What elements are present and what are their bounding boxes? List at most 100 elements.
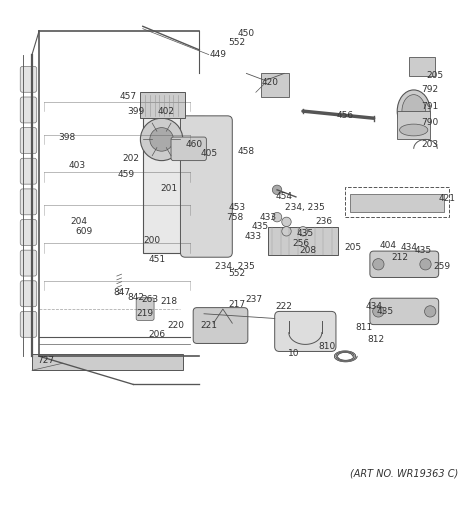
FancyBboxPatch shape xyxy=(20,128,36,154)
Bar xyxy=(143,116,204,253)
Circle shape xyxy=(420,259,431,270)
FancyBboxPatch shape xyxy=(20,66,36,92)
Text: 450: 450 xyxy=(238,29,255,38)
Bar xyxy=(140,92,185,118)
Circle shape xyxy=(298,227,308,236)
Bar xyxy=(397,111,430,139)
Text: 218: 218 xyxy=(160,297,177,307)
Text: 201: 201 xyxy=(160,184,177,193)
Ellipse shape xyxy=(402,94,426,128)
FancyBboxPatch shape xyxy=(20,250,36,276)
Circle shape xyxy=(373,259,384,270)
Text: 204: 204 xyxy=(71,217,88,226)
Text: 205: 205 xyxy=(344,243,361,252)
Ellipse shape xyxy=(400,124,428,136)
Bar xyxy=(32,354,183,370)
Text: 456: 456 xyxy=(337,111,354,120)
Text: 220: 220 xyxy=(167,321,184,330)
Circle shape xyxy=(282,217,291,227)
FancyBboxPatch shape xyxy=(193,308,248,343)
Text: 449: 449 xyxy=(210,50,227,59)
Text: 842: 842 xyxy=(127,293,144,302)
Text: 810: 810 xyxy=(318,342,335,351)
Text: 263: 263 xyxy=(141,295,158,304)
FancyBboxPatch shape xyxy=(20,97,36,123)
FancyBboxPatch shape xyxy=(181,116,232,257)
Text: 435: 435 xyxy=(377,307,394,316)
Text: 609: 609 xyxy=(75,227,92,236)
Circle shape xyxy=(150,128,173,151)
Bar xyxy=(350,193,444,213)
Circle shape xyxy=(282,227,291,236)
Text: 460: 460 xyxy=(186,139,203,148)
Text: 10: 10 xyxy=(288,349,299,359)
FancyBboxPatch shape xyxy=(20,312,36,337)
Text: 811: 811 xyxy=(356,323,373,332)
Circle shape xyxy=(373,306,384,317)
Text: 202: 202 xyxy=(122,154,139,163)
Text: 221: 221 xyxy=(200,321,217,330)
Text: 451: 451 xyxy=(148,255,165,264)
Text: 433: 433 xyxy=(259,213,276,222)
Text: 403: 403 xyxy=(68,161,85,170)
Circle shape xyxy=(425,306,436,317)
Text: 399: 399 xyxy=(127,107,144,116)
Text: 433: 433 xyxy=(245,231,262,240)
Text: 552: 552 xyxy=(228,38,246,47)
Text: 459: 459 xyxy=(118,170,135,179)
Text: 206: 206 xyxy=(148,330,165,339)
Text: 200: 200 xyxy=(144,236,161,245)
Text: 404: 404 xyxy=(379,241,396,250)
Text: 208: 208 xyxy=(299,245,316,255)
Text: 847: 847 xyxy=(113,288,130,297)
Text: 219: 219 xyxy=(137,309,154,318)
Text: 203: 203 xyxy=(422,139,439,148)
Text: 421: 421 xyxy=(438,194,455,203)
Text: 402: 402 xyxy=(158,107,175,116)
Ellipse shape xyxy=(397,90,430,132)
Text: 435: 435 xyxy=(415,245,432,255)
Text: 435: 435 xyxy=(252,222,269,231)
Text: 217: 217 xyxy=(228,300,246,309)
Text: 236: 236 xyxy=(316,217,333,226)
Bar xyxy=(409,57,435,76)
Text: 792: 792 xyxy=(422,85,439,94)
Text: 727: 727 xyxy=(37,357,55,366)
Text: 259: 259 xyxy=(433,262,451,271)
Text: 457: 457 xyxy=(120,92,137,102)
Text: 552: 552 xyxy=(228,269,246,278)
Text: 398: 398 xyxy=(59,132,76,141)
Text: 454: 454 xyxy=(275,192,292,201)
FancyBboxPatch shape xyxy=(136,298,154,320)
Bar xyxy=(268,227,338,255)
Text: 453: 453 xyxy=(228,203,246,212)
Text: 434: 434 xyxy=(365,302,382,311)
Text: 405: 405 xyxy=(200,149,217,158)
FancyBboxPatch shape xyxy=(20,189,36,215)
Text: 758: 758 xyxy=(226,213,243,222)
FancyBboxPatch shape xyxy=(370,298,438,325)
Circle shape xyxy=(273,185,282,194)
Text: 812: 812 xyxy=(367,335,384,344)
FancyBboxPatch shape xyxy=(20,158,36,184)
FancyBboxPatch shape xyxy=(171,137,206,161)
Text: 205: 205 xyxy=(426,71,444,80)
FancyBboxPatch shape xyxy=(20,281,36,307)
Text: 791: 791 xyxy=(421,102,439,111)
Text: 458: 458 xyxy=(238,146,255,156)
Text: 256: 256 xyxy=(292,238,309,247)
Text: 435: 435 xyxy=(297,229,314,238)
Text: 420: 420 xyxy=(262,78,279,87)
Circle shape xyxy=(273,213,282,222)
Text: 234, 235: 234, 235 xyxy=(215,262,255,271)
Text: 212: 212 xyxy=(391,252,408,262)
Bar xyxy=(261,73,289,97)
Text: 237: 237 xyxy=(245,295,262,304)
Text: 790: 790 xyxy=(421,118,439,127)
FancyBboxPatch shape xyxy=(20,220,36,245)
FancyBboxPatch shape xyxy=(275,312,336,351)
FancyBboxPatch shape xyxy=(370,251,438,277)
Text: 222: 222 xyxy=(276,302,292,311)
Text: (ART NO. WR19363 C): (ART NO. WR19363 C) xyxy=(350,469,458,479)
Text: 234, 235: 234, 235 xyxy=(285,203,325,212)
